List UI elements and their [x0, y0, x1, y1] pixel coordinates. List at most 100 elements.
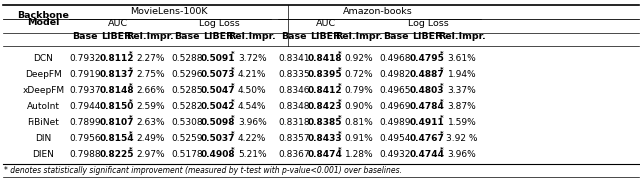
Text: 0.8418: 0.8418 [308, 54, 342, 63]
Text: 0.4744: 0.4744 [410, 150, 444, 159]
Text: 0.4887: 0.4887 [410, 70, 444, 79]
Text: Rel.Impr.: Rel.Impr. [228, 32, 276, 41]
Text: 2.63%: 2.63% [136, 118, 164, 127]
Text: *: * [231, 83, 235, 89]
Text: *: * [338, 147, 342, 153]
Text: 0.4969: 0.4969 [380, 102, 412, 111]
Text: 0.5308: 0.5308 [171, 118, 203, 127]
Text: DCN: DCN [33, 54, 54, 63]
Text: LIBER: LIBER [101, 32, 132, 41]
Text: 0.5178: 0.5178 [171, 150, 203, 159]
Text: DeepFM: DeepFM [25, 70, 62, 79]
Text: *: * [440, 115, 444, 121]
Text: *: * [338, 131, 342, 137]
Text: * denotes statistically significant improvement (measured by t-test with p-value: * denotes statistically significant impr… [4, 166, 403, 175]
Text: 3.96%: 3.96% [448, 150, 476, 159]
Text: 0.7944: 0.7944 [69, 102, 101, 111]
Text: 5.21%: 5.21% [238, 150, 266, 159]
Text: 0.8474: 0.8474 [308, 150, 342, 159]
Text: LIBER: LIBER [310, 32, 340, 41]
Text: 3.61%: 3.61% [448, 54, 476, 63]
Text: *: * [231, 131, 235, 137]
Text: 1.28%: 1.28% [345, 150, 373, 159]
Text: 0.4954: 0.4954 [380, 134, 412, 143]
Text: *: * [338, 51, 342, 57]
Text: 0.7956: 0.7956 [69, 134, 101, 143]
Text: 2.75%: 2.75% [136, 70, 164, 79]
Text: Base: Base [383, 32, 408, 41]
Text: *: * [129, 131, 133, 137]
Text: 0.5285: 0.5285 [171, 86, 203, 95]
Text: 0.8346: 0.8346 [278, 86, 310, 95]
Text: AUC: AUC [108, 19, 128, 28]
Text: 0.8367: 0.8367 [278, 150, 310, 159]
Text: 0.4965: 0.4965 [380, 86, 412, 95]
Text: FiBiNet: FiBiNet [28, 118, 60, 127]
Text: 1.94%: 1.94% [448, 70, 476, 79]
Text: *: * [440, 131, 444, 137]
Text: *: * [231, 99, 235, 105]
Text: 0.8154: 0.8154 [99, 134, 134, 143]
Text: LIBER: LIBER [412, 32, 442, 41]
Text: *: * [440, 67, 444, 73]
Text: 4.22%: 4.22% [238, 134, 266, 143]
Text: 0.8348: 0.8348 [278, 102, 310, 111]
Text: Base: Base [281, 32, 307, 41]
Text: *: * [129, 115, 133, 121]
Text: 3.72%: 3.72% [238, 54, 266, 63]
Text: *: * [440, 99, 444, 105]
Text: 0.4911: 0.4911 [410, 118, 444, 127]
Text: *: * [338, 99, 342, 105]
Text: 0.8335: 0.8335 [278, 70, 310, 79]
Text: 2.27%: 2.27% [136, 54, 164, 63]
Text: *: * [129, 99, 133, 105]
Text: AutoInt: AutoInt [27, 102, 60, 111]
Text: 2.59%: 2.59% [136, 102, 164, 111]
Text: 0.7932: 0.7932 [69, 54, 101, 63]
Text: 0.92%: 0.92% [345, 54, 373, 63]
Text: 0.4784: 0.4784 [410, 102, 444, 111]
Text: Log Loss: Log Loss [408, 19, 449, 28]
Text: Rel.Impr.: Rel.Impr. [127, 32, 174, 41]
Text: 0.5091: 0.5091 [201, 54, 236, 63]
Text: 0.5282: 0.5282 [171, 102, 203, 111]
Text: Rel.Impr.: Rel.Impr. [335, 32, 383, 41]
Text: 0.8137: 0.8137 [99, 70, 134, 79]
Text: 0.72%: 0.72% [345, 70, 373, 79]
Text: *: * [440, 51, 444, 57]
Text: 0.5073: 0.5073 [201, 70, 236, 79]
Text: 0.4795: 0.4795 [410, 54, 444, 63]
Text: 0.5042: 0.5042 [201, 102, 236, 111]
Text: *: * [129, 83, 133, 89]
Text: LIBER: LIBER [203, 32, 234, 41]
Text: Rel.Impr.: Rel.Impr. [438, 32, 486, 41]
Text: 4.21%: 4.21% [238, 70, 266, 79]
Text: 0.4968: 0.4968 [380, 54, 412, 63]
Text: 0.91%: 0.91% [345, 134, 373, 143]
Text: 0.8341: 0.8341 [278, 54, 310, 63]
Text: 3.96%: 3.96% [238, 118, 266, 127]
Text: Backbone: Backbone [17, 11, 70, 20]
Text: 0.8433: 0.8433 [308, 134, 342, 143]
Text: Log Loss: Log Loss [199, 19, 240, 28]
Text: DIEN: DIEN [33, 150, 54, 159]
Text: *: * [440, 83, 444, 89]
Text: 0.8150: 0.8150 [99, 102, 134, 111]
Text: 0.7937: 0.7937 [69, 86, 101, 95]
Text: 0.7899: 0.7899 [69, 118, 101, 127]
Text: 0.5047: 0.5047 [201, 86, 236, 95]
Text: 0.8423: 0.8423 [308, 102, 342, 111]
Text: 0.8318: 0.8318 [278, 118, 310, 127]
Text: 0.79%: 0.79% [345, 86, 373, 95]
Text: 0.8385: 0.8385 [308, 118, 342, 127]
Text: *: * [231, 147, 235, 153]
Text: 0.4803: 0.4803 [410, 86, 444, 95]
Text: *: * [231, 67, 235, 73]
Text: 0.8412: 0.8412 [308, 86, 342, 95]
Text: 0.5296: 0.5296 [171, 70, 203, 79]
Text: *: * [129, 67, 133, 73]
Text: 3.87%: 3.87% [448, 102, 476, 111]
Text: 0.4908: 0.4908 [201, 150, 236, 159]
Text: Model: Model [28, 18, 60, 27]
Text: 0.5288: 0.5288 [171, 54, 203, 63]
